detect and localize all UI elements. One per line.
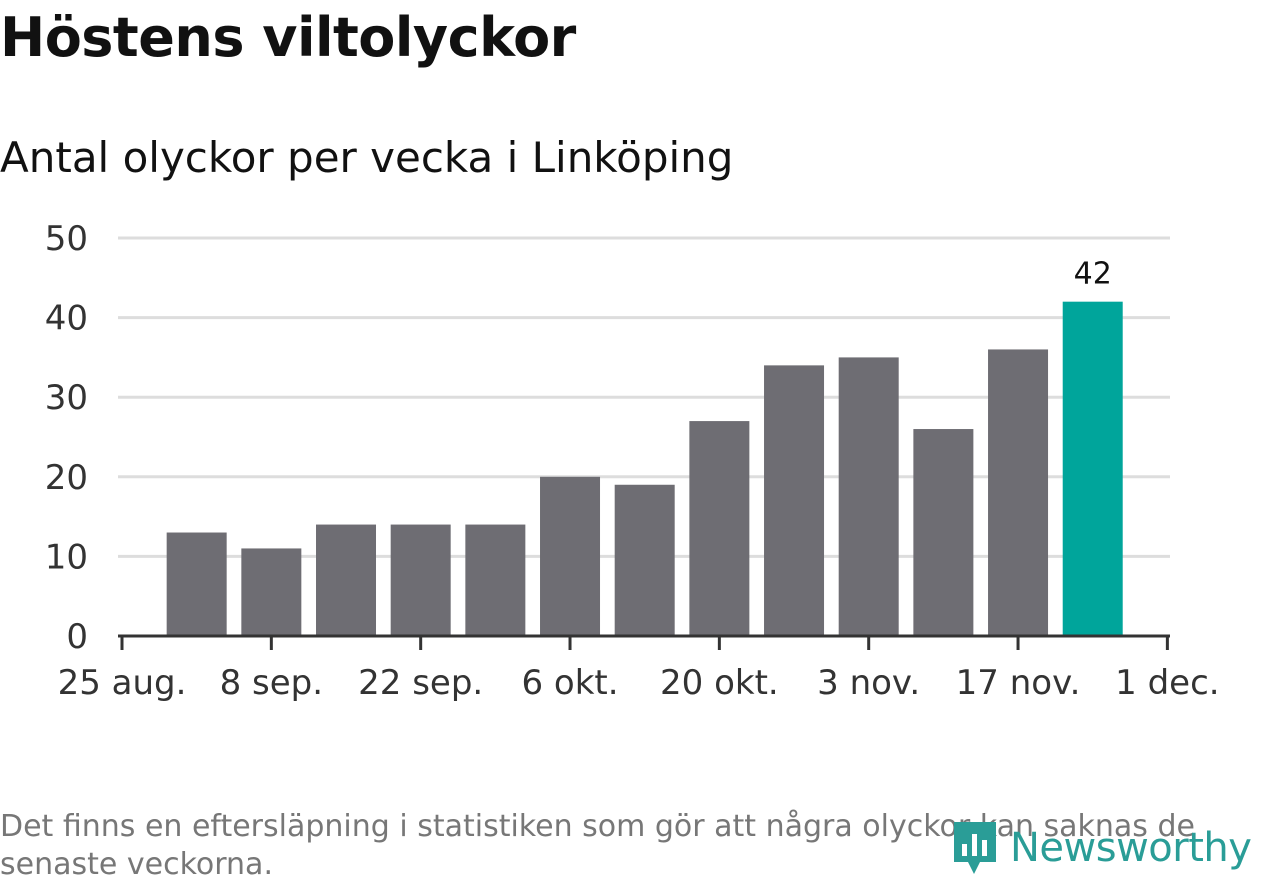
y-tick-label: 50	[45, 219, 88, 259]
newsworthy-logo: Newsworthy	[950, 818, 1252, 878]
x-tick-label: 20 okt.	[660, 663, 779, 703]
bar	[166, 532, 227, 636]
x-tick-label: 3 nov.	[817, 663, 920, 703]
y-tick-label: 20	[45, 458, 88, 498]
data-labels: 42	[1074, 257, 1112, 292]
bar	[838, 357, 899, 636]
bar	[540, 476, 601, 636]
y-axis-ticks: 0 10 20 30 40 50	[45, 219, 88, 657]
bar	[689, 421, 750, 636]
y-tick-label: 30	[45, 378, 88, 418]
bar-highlight	[1062, 301, 1123, 636]
x-tick-label: 17 nov.	[956, 663, 1081, 703]
bar	[465, 524, 526, 636]
x-axis: 25 aug. 8 sep. 22 sep. 6 okt. 20 okt. 3 nov. 1…	[58, 634, 1220, 703]
bar	[988, 349, 1049, 636]
x-tick-label: 22 sep.	[358, 663, 483, 703]
bar	[316, 524, 377, 636]
chart-subtitle: Antal olyckor per vecka i Linköping	[0, 133, 734, 182]
y-tick-label: 10	[45, 537, 88, 577]
bar	[614, 484, 675, 636]
bar	[241, 548, 302, 636]
x-tick-label: 8 sep.	[220, 663, 323, 703]
x-tick-label: 1 dec.	[1115, 663, 1219, 703]
newsworthy-logo-icon	[954, 822, 996, 874]
y-tick-label: 0	[66, 617, 88, 657]
bar	[390, 524, 451, 636]
data-label: 42	[1074, 257, 1112, 292]
x-tick-label: 25 aug.	[58, 663, 187, 703]
bar-chart: 0 10 20 30 40 50 25 aug. 8 sep. 22 sep. 6 okt. 20…	[45, 219, 1220, 703]
bar	[764, 365, 825, 636]
x-tick-label: 6 okt.	[521, 663, 618, 703]
bars	[166, 301, 1123, 636]
bar	[913, 429, 974, 636]
chart-title: Höstens viltolyckor	[0, 6, 576, 69]
y-tick-label: 40	[45, 299, 88, 339]
logo-text: Newsworthy	[1010, 825, 1252, 871]
